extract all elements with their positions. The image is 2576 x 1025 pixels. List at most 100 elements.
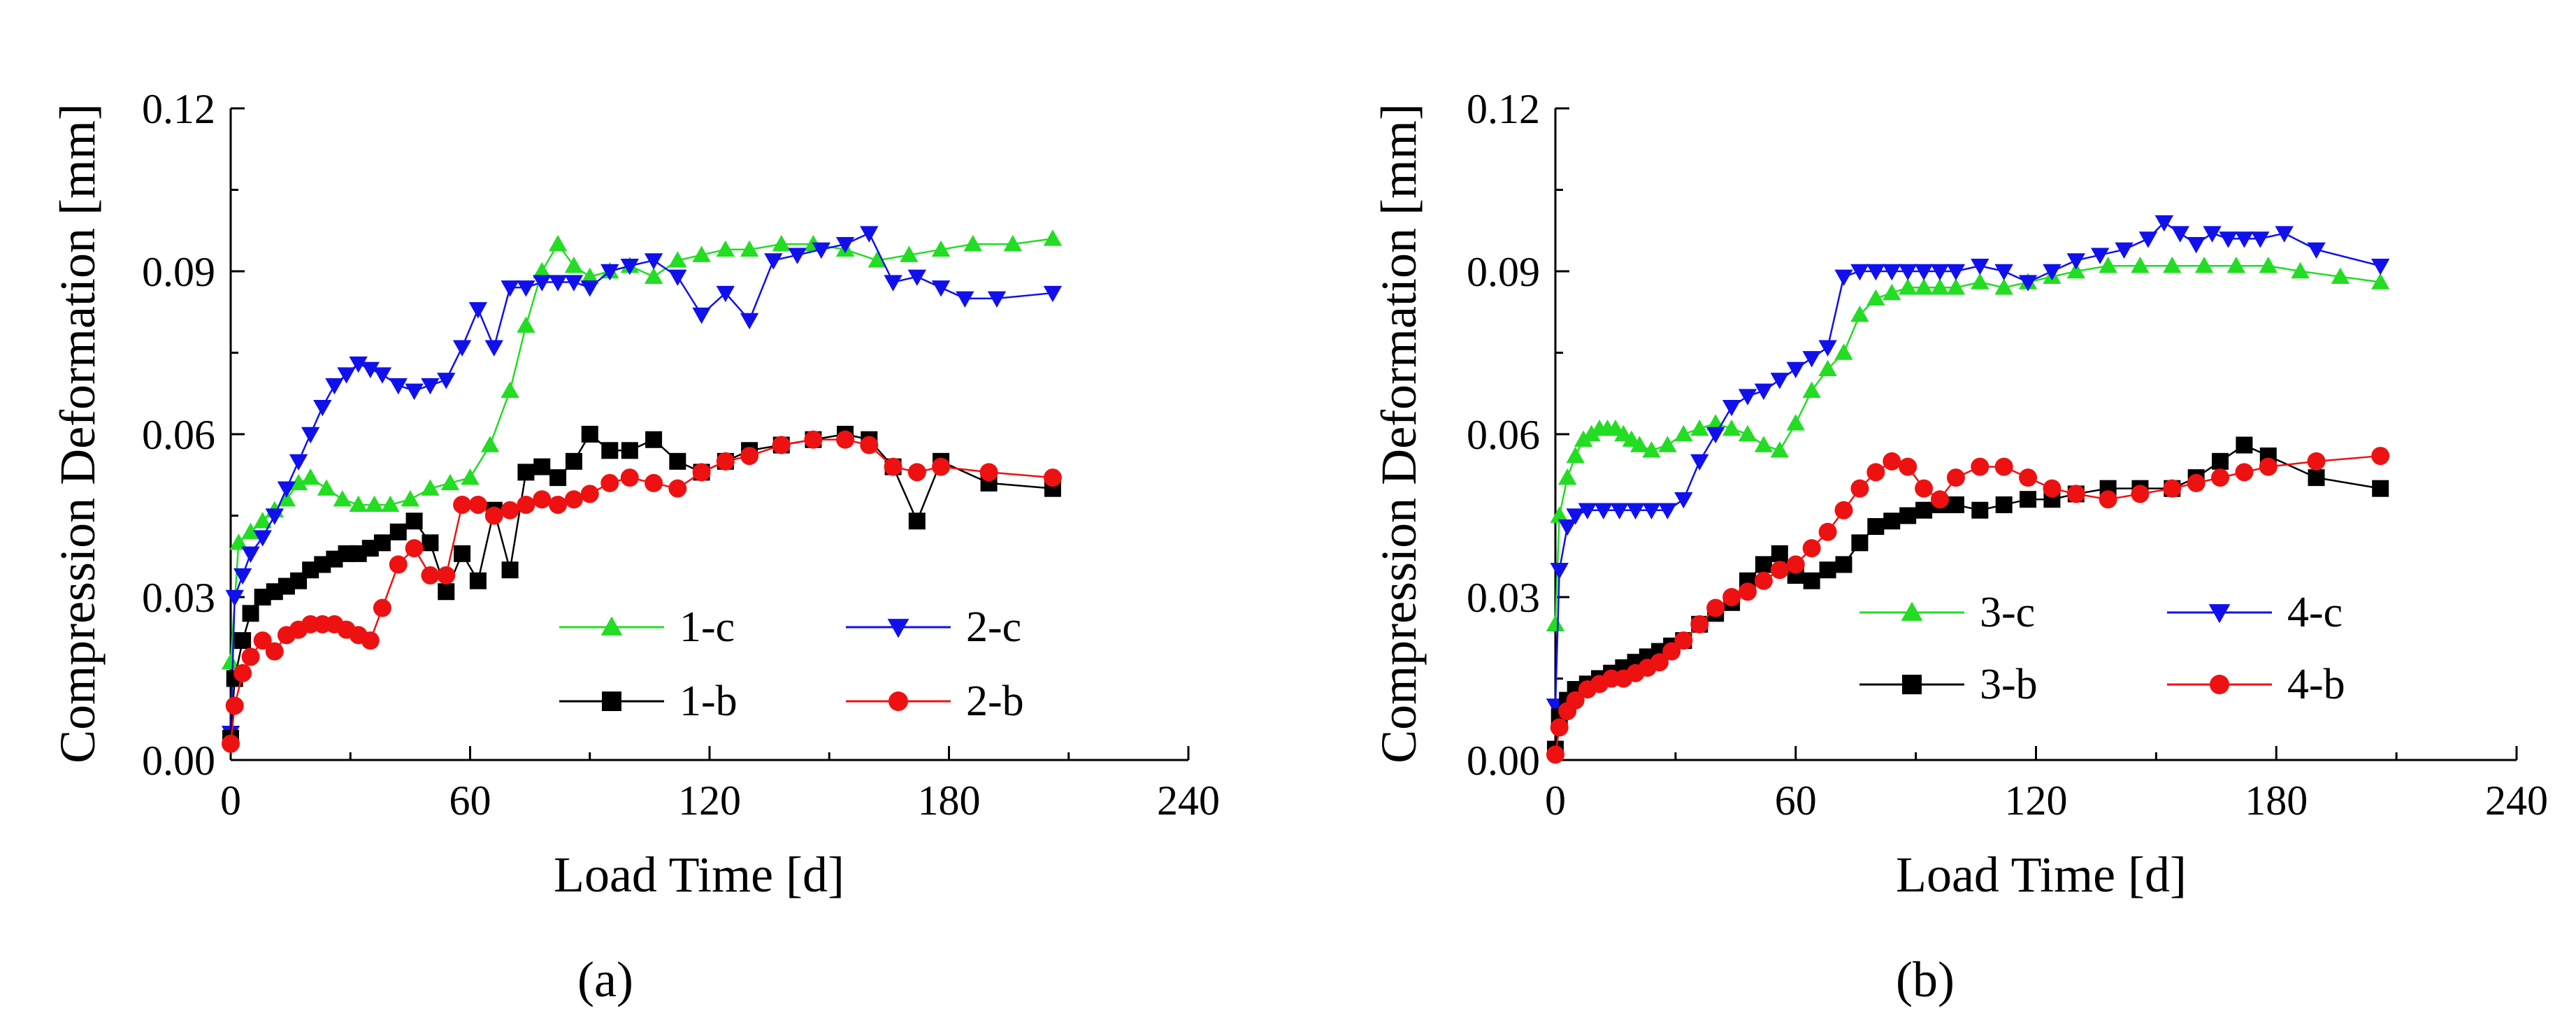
data-point-4-b xyxy=(2019,468,2038,487)
data-point-2-c xyxy=(716,285,735,303)
data-point-3-b xyxy=(1819,561,1836,579)
data-point-4-b xyxy=(1650,653,1669,672)
data-point-3-c xyxy=(2131,257,2150,273)
data-point-3-c xyxy=(1658,436,1677,452)
data-point-4-c xyxy=(1994,264,2013,281)
series-2-c xyxy=(221,226,1063,743)
data-point-4-c xyxy=(1642,503,1661,519)
data-point-4-c xyxy=(2018,275,2038,292)
series-1-b xyxy=(222,426,1061,747)
data-point-3-c xyxy=(1946,278,1966,295)
y-tick-label: 0.12 xyxy=(1467,86,1540,132)
data-point-2-c xyxy=(835,236,855,254)
y-tick-label: 0.12 xyxy=(142,86,215,132)
data-point-1-c xyxy=(289,473,308,491)
data-point-4-b xyxy=(1770,561,1789,580)
data-point-2-c xyxy=(253,530,272,547)
data-point-4-c xyxy=(1690,454,1709,471)
data-point-4-c xyxy=(2235,231,2254,248)
data-point-3-b xyxy=(1899,507,1917,524)
data-point-2-b xyxy=(860,436,879,454)
data-point-3-b xyxy=(2212,452,2229,470)
data-point-1-c xyxy=(580,267,599,284)
data-point-4-b xyxy=(2099,490,2117,509)
data-point-4-c xyxy=(1550,562,1569,580)
data-point-1-b xyxy=(669,452,686,470)
data-point-4-c xyxy=(2138,231,2158,248)
data-point-4-c xyxy=(2307,242,2326,259)
panel-label-a: (a) xyxy=(577,952,633,1008)
data-point-2-c xyxy=(241,546,260,564)
data-point-4-c xyxy=(1930,264,1950,281)
data-point-2-b xyxy=(804,430,823,449)
data-point-2-c xyxy=(289,454,308,471)
data-point-1-c xyxy=(381,495,400,512)
data-point-4-c xyxy=(1594,503,1613,519)
data-point-4-c xyxy=(1658,503,1677,519)
data-point-1-b xyxy=(908,512,926,530)
data-point-2-c xyxy=(437,373,456,389)
data-point-2-c xyxy=(931,280,951,297)
data-point-2-c xyxy=(265,508,284,525)
data-point-2-b xyxy=(740,447,759,466)
data-point-1-c xyxy=(401,490,420,507)
data-point-3-c xyxy=(2259,257,2278,273)
data-point-2-c xyxy=(860,226,879,243)
data-point-2-c xyxy=(349,356,368,373)
data-point-4-c xyxy=(2187,236,2206,254)
data-point-3-c xyxy=(1574,430,1593,447)
data-point-3-c xyxy=(1642,441,1661,458)
series-3-b xyxy=(1547,436,2389,758)
data-point-3-c xyxy=(1930,278,1950,295)
data-point-1-c xyxy=(421,479,440,496)
data-point-2-c xyxy=(313,399,332,417)
data-point-1-c xyxy=(533,261,552,279)
data-point-1-b xyxy=(405,512,423,530)
data-point-2-b xyxy=(600,473,619,492)
data-point-2-b xyxy=(533,490,552,509)
data-point-4-c xyxy=(1898,264,1917,281)
y-axis-title: Compression Deformation [mm] xyxy=(50,103,106,764)
x-tick-label: 0 xyxy=(220,777,241,824)
data-point-3-c xyxy=(1883,283,1901,301)
legend-label-1-c: 1-c xyxy=(679,603,735,651)
data-point-2-c xyxy=(548,275,568,292)
data-point-3-c xyxy=(1818,359,1837,376)
data-point-1-b xyxy=(242,605,259,622)
data-point-1-b xyxy=(389,523,407,540)
data-point-2-c xyxy=(764,253,783,270)
x-tick-label: 180 xyxy=(2245,777,2308,824)
x-tick-label: 120 xyxy=(678,777,741,824)
data-point-3-c xyxy=(1550,506,1569,523)
legend-marker-1-b xyxy=(602,691,621,711)
data-point-2-c xyxy=(533,275,552,292)
data-point-3-c xyxy=(1786,414,1805,431)
data-point-2-c xyxy=(1043,285,1063,303)
data-point-3-c xyxy=(1850,305,1869,322)
data-point-1-c xyxy=(349,495,368,512)
data-point-4-b xyxy=(1674,631,1693,650)
data-point-2-c xyxy=(580,280,599,297)
data-point-4-b xyxy=(1866,463,1885,482)
data-point-1-c xyxy=(221,653,240,670)
data-point-4-b xyxy=(2066,485,2085,503)
data-point-3-c xyxy=(1738,424,1757,442)
data-point-1-c xyxy=(241,522,260,539)
data-point-2-c xyxy=(907,269,927,286)
data-point-2-c xyxy=(225,589,244,607)
data-point-1-b xyxy=(469,572,487,589)
data-point-4-b xyxy=(1818,522,1837,541)
data-point-4-c xyxy=(1610,503,1629,519)
legend-label-1-b: 1-b xyxy=(679,678,737,725)
x-tick-label: 240 xyxy=(2485,777,2548,824)
data-point-4-b xyxy=(2163,479,2182,498)
data-point-3-b xyxy=(1867,518,1885,536)
data-point-2-b xyxy=(468,495,487,514)
data-point-3-c xyxy=(1802,381,1821,399)
data-point-4-c xyxy=(1578,503,1597,519)
data-point-4-c xyxy=(2090,248,2110,264)
y-tick-label: 0.00 xyxy=(142,738,215,784)
data-point-2-b xyxy=(772,436,791,454)
